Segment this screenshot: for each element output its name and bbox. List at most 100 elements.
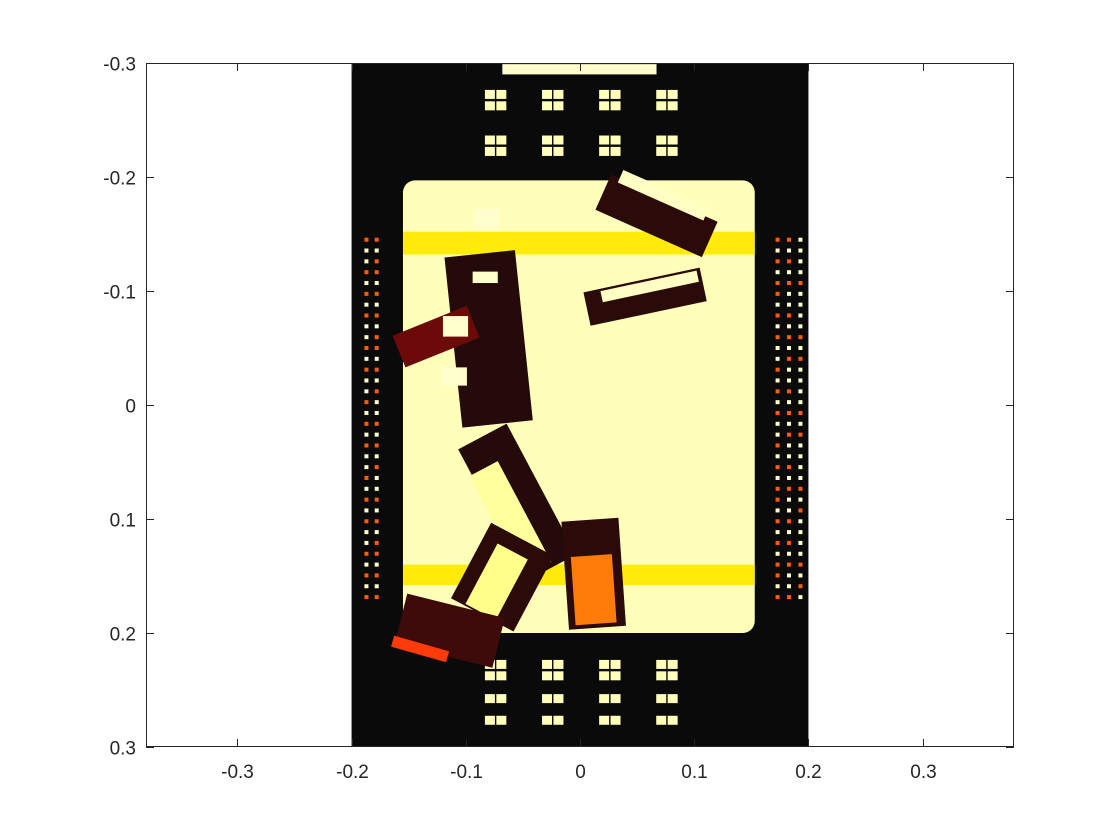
bottom-pad-small bbox=[484, 671, 495, 681]
right-dot bbox=[775, 454, 780, 459]
right-dot bbox=[775, 410, 780, 415]
right-dot bbox=[775, 259, 780, 264]
right-dot bbox=[787, 356, 792, 361]
bottom-pad-small bbox=[656, 659, 667, 669]
left-dot bbox=[374, 378, 379, 383]
y-tick-label: 0 bbox=[125, 397, 136, 418]
left-dot bbox=[374, 465, 379, 470]
right-dot bbox=[798, 530, 803, 535]
marker-pad bbox=[441, 367, 467, 386]
right-dot bbox=[787, 313, 792, 318]
left-dot bbox=[364, 454, 369, 459]
left-dot bbox=[364, 519, 369, 524]
top-pad-small bbox=[553, 135, 564, 145]
left-dot bbox=[364, 237, 369, 242]
right-dot bbox=[798, 248, 803, 253]
bottom-pad-small bbox=[496, 659, 507, 669]
left-dot bbox=[364, 595, 369, 600]
top-pad-small bbox=[599, 146, 610, 156]
right-dot bbox=[775, 508, 780, 513]
right-dot bbox=[798, 497, 803, 502]
right-dot bbox=[775, 421, 780, 426]
top-pad-small bbox=[656, 146, 667, 156]
right-dot bbox=[775, 486, 780, 491]
right-dot bbox=[775, 270, 780, 275]
right-dot bbox=[798, 259, 803, 264]
left-dot bbox=[374, 237, 379, 242]
left-dot bbox=[374, 281, 379, 286]
x-tick-label: -0.3 bbox=[221, 762, 254, 783]
right-dot bbox=[787, 410, 792, 415]
top-pad bbox=[667, 101, 678, 111]
y-tick-label: 0.3 bbox=[110, 739, 136, 760]
left-dot bbox=[364, 540, 369, 545]
right-dot bbox=[798, 356, 803, 361]
right-dot bbox=[787, 281, 792, 286]
bottom-pad-small bbox=[610, 671, 621, 681]
right-dot bbox=[787, 486, 792, 491]
right-dot bbox=[798, 335, 803, 340]
top-pad bbox=[599, 89, 610, 99]
right-dot bbox=[775, 540, 780, 545]
left-dot bbox=[364, 508, 369, 513]
y-tick-label: -0.1 bbox=[103, 283, 136, 304]
top-pad-small bbox=[667, 146, 678, 156]
right-dot bbox=[775, 530, 780, 535]
right-dot bbox=[798, 465, 803, 470]
left-dot bbox=[364, 573, 369, 578]
left-dot bbox=[364, 486, 369, 491]
right-dot bbox=[787, 378, 792, 383]
left-dot bbox=[374, 508, 379, 513]
right-dot bbox=[775, 302, 780, 307]
left-dot bbox=[374, 551, 379, 556]
top-pad-small bbox=[610, 146, 621, 156]
right-dot bbox=[798, 454, 803, 459]
right-dot bbox=[798, 562, 803, 567]
left-dot bbox=[364, 259, 369, 264]
right-dot bbox=[787, 530, 792, 535]
left-dot bbox=[374, 454, 379, 459]
right-dot bbox=[798, 519, 803, 524]
block-warm bbox=[570, 554, 617, 626]
right-dot bbox=[787, 584, 792, 589]
right-dot bbox=[775, 551, 780, 556]
right-dot bbox=[798, 346, 803, 350]
right-dot bbox=[798, 475, 803, 480]
right-dot bbox=[787, 237, 792, 242]
right-dot bbox=[787, 519, 792, 524]
y-tick-label: -0.2 bbox=[103, 169, 136, 190]
right-dot bbox=[775, 313, 780, 318]
left-dot bbox=[364, 465, 369, 470]
right-dot bbox=[775, 367, 780, 372]
right-dot bbox=[798, 400, 803, 405]
left-dot bbox=[374, 313, 379, 318]
left-dot bbox=[364, 400, 369, 405]
left-dot bbox=[364, 335, 369, 340]
top-pad bbox=[610, 89, 621, 99]
right-dot bbox=[798, 291, 803, 296]
bottom-pad bbox=[656, 715, 667, 725]
left-dot bbox=[374, 302, 379, 307]
top-pad-small bbox=[484, 135, 495, 145]
right-dot bbox=[787, 335, 792, 340]
right-dot bbox=[798, 281, 803, 286]
left-dot bbox=[374, 259, 379, 264]
right-dot bbox=[787, 432, 792, 437]
block-dark bbox=[595, 174, 718, 258]
bottom-pad bbox=[484, 715, 495, 725]
left-dot bbox=[374, 432, 379, 437]
block-bright bbox=[600, 270, 699, 303]
top-pad bbox=[656, 89, 667, 99]
block-bright bbox=[465, 543, 528, 620]
bottom-pad bbox=[496, 694, 507, 704]
y-tick-label: 0.1 bbox=[110, 511, 136, 532]
right-dot bbox=[798, 270, 803, 275]
right-dot bbox=[787, 443, 792, 448]
left-dot bbox=[374, 443, 379, 448]
bottom-pad bbox=[496, 715, 507, 725]
right-dot bbox=[798, 540, 803, 545]
right-dot bbox=[787, 324, 792, 329]
bottom-pad-small bbox=[599, 671, 610, 681]
right-dot bbox=[787, 400, 792, 405]
